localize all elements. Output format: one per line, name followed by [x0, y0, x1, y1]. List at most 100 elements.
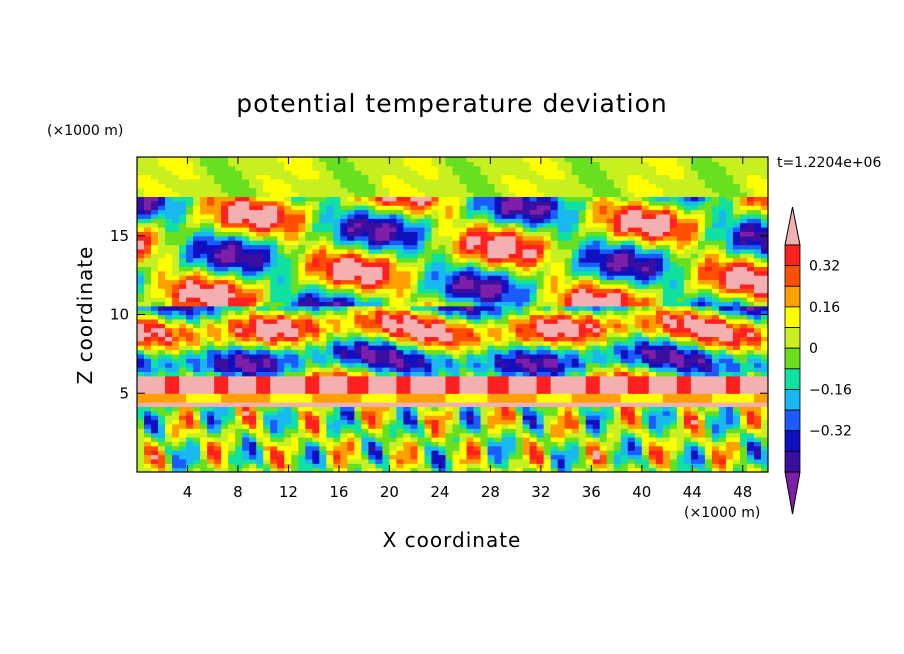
contour-cell	[410, 332, 419, 337]
contour-cell	[424, 275, 433, 281]
contour-cell	[466, 428, 475, 434]
contour-cell	[536, 235, 545, 241]
contour-cell	[312, 375, 320, 381]
contour-cell	[165, 367, 173, 372]
contour-cell	[662, 410, 671, 416]
contour-cell	[151, 297, 159, 302]
contour-cell	[753, 419, 762, 425]
contour-cell	[431, 380, 440, 386]
contour-cell	[662, 231, 671, 237]
contour-cell	[760, 336, 768, 342]
contour-cell	[312, 318, 320, 324]
contour-cell	[242, 380, 250, 386]
contour-cell	[669, 288, 678, 294]
contour-cell	[452, 240, 461, 246]
contour-cell	[459, 318, 468, 324]
contour-cell	[697, 375, 706, 381]
contour-cell	[326, 415, 334, 421]
contour-cell	[312, 388, 320, 394]
contour-cell	[529, 402, 538, 407]
contour-cell	[207, 305, 215, 311]
contour-cell	[270, 458, 278, 464]
contour-cell	[564, 301, 573, 307]
contour-cell	[424, 432, 433, 438]
contour-cell	[564, 332, 573, 337]
contour-cell	[284, 393, 292, 399]
contour-cell	[347, 441, 355, 447]
contour-cell	[634, 301, 643, 307]
contour-cell	[270, 367, 278, 372]
contour-cell	[662, 388, 671, 394]
contour-cell	[291, 428, 299, 434]
contour-cell	[529, 450, 538, 456]
contour-cell	[354, 314, 362, 320]
contour-cell	[333, 441, 341, 447]
contour-cell	[144, 231, 152, 237]
contour-cell	[522, 450, 531, 456]
contour-cell	[235, 314, 243, 320]
contour-cell	[298, 248, 306, 254]
contour-cell	[256, 332, 264, 337]
contour-cell	[242, 275, 250, 281]
contour-cell	[578, 384, 587, 390]
contour-cell	[522, 301, 531, 307]
contour-cell	[270, 253, 278, 259]
contour-cell	[718, 270, 727, 276]
contour-cell	[186, 397, 194, 403]
contour-cell	[634, 445, 643, 451]
contour-cell	[249, 393, 257, 399]
contour-cell	[662, 262, 671, 267]
contour-cell	[648, 240, 657, 246]
contour-cell	[235, 358, 243, 364]
contour-cell	[235, 248, 243, 254]
contour-cell	[410, 450, 419, 456]
contour-cell	[347, 437, 355, 442]
contour-cell	[592, 323, 601, 329]
contour-cell	[508, 406, 517, 412]
contour-cell	[592, 415, 601, 421]
contour-cell	[620, 323, 629, 329]
contour-cell	[620, 388, 629, 394]
contour-cell	[739, 467, 748, 472]
contour-cell	[711, 397, 720, 403]
contour-cell	[697, 279, 706, 285]
contour-cell	[634, 353, 643, 359]
contour-cell	[655, 450, 664, 456]
contour-cell	[683, 432, 692, 438]
contour-cell	[158, 235, 166, 241]
contour-cell	[592, 437, 601, 442]
contour-cell	[298, 458, 306, 464]
contour-cell	[648, 375, 657, 381]
contour-cell	[291, 415, 299, 421]
contour-cell	[403, 375, 412, 381]
contour-cell	[403, 235, 412, 241]
contour-cell	[459, 380, 468, 386]
contour-cell	[158, 384, 166, 390]
contour-cell	[711, 410, 720, 416]
contour-cell	[557, 406, 566, 412]
contour-cell	[319, 437, 327, 442]
contour-cell	[347, 336, 355, 342]
contour-cell	[361, 402, 369, 407]
contour-cell	[396, 323, 405, 329]
contour-cell	[515, 301, 524, 307]
contour-cell	[347, 410, 355, 416]
contour-cell	[732, 310, 741, 316]
contour-cell	[312, 353, 320, 359]
contour-cell	[200, 467, 208, 472]
contour-cell	[480, 301, 489, 307]
contour-cell	[613, 419, 622, 425]
contour-cell	[564, 244, 573, 250]
contour-cell	[277, 327, 285, 333]
contour-cell	[431, 463, 440, 469]
contour-cell	[438, 327, 447, 333]
contour-cell	[641, 445, 650, 451]
contour-cell	[424, 240, 433, 246]
contour-cell	[235, 432, 243, 438]
contour-cell	[732, 297, 741, 302]
contour-cell	[144, 406, 152, 412]
contour-cell	[200, 240, 208, 246]
contour-cell	[494, 336, 503, 342]
contour-cell	[347, 463, 355, 469]
contour-cell	[228, 423, 236, 429]
